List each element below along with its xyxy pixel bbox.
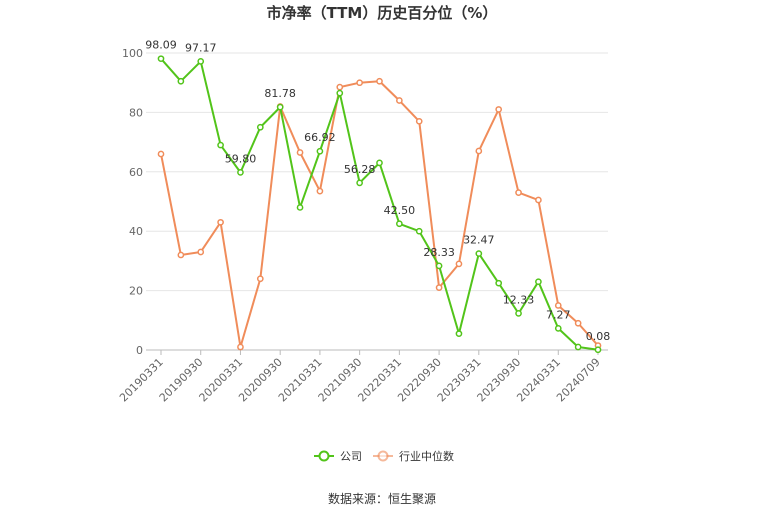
y-tick-label: 20	[129, 285, 143, 298]
legend-swatch-marker	[377, 450, 389, 462]
x-tick-label: 20240709	[554, 356, 603, 405]
y-tick-label: 100	[122, 47, 143, 60]
x-axis: 2019033120190930202003312020093020210331…	[117, 350, 603, 404]
data-point	[177, 77, 185, 85]
data-point	[535, 196, 542, 204]
data-point	[157, 150, 165, 158]
data-label: 7.27	[546, 308, 571, 321]
data-point	[296, 149, 304, 156]
data-point	[296, 204, 304, 211]
data-point	[276, 103, 284, 111]
data-point	[217, 218, 224, 226]
data-point	[336, 89, 344, 97]
data-label: 81.78	[264, 87, 296, 100]
data-point	[455, 330, 463, 338]
legend-label: 行业中位数	[399, 449, 454, 463]
data-point	[495, 106, 503, 113]
y-axis: 0 20 40 60 80 100	[122, 47, 143, 357]
data-point	[515, 310, 522, 317]
data-point	[376, 159, 383, 167]
data-point	[574, 319, 582, 327]
data-label: 56.28	[344, 163, 376, 176]
data-label: 98.09	[145, 39, 177, 52]
data-point	[256, 275, 264, 283]
data-label: 97.17	[185, 41, 217, 54]
data-point	[515, 189, 522, 196]
data-label: 32.47	[463, 234, 495, 247]
data-point	[177, 251, 185, 259]
data-point	[197, 248, 205, 256]
legend-label: 公司	[340, 450, 362, 463]
data-point	[356, 179, 363, 187]
data-point	[535, 278, 542, 286]
data-label: 59.80	[225, 152, 257, 165]
data-point	[594, 346, 602, 354]
data-label: 28.33	[423, 246, 455, 259]
data-point	[237, 343, 244, 351]
y-tick-label: 60	[129, 166, 143, 179]
series-group	[157, 55, 602, 354]
data-label: 66.92	[304, 131, 336, 144]
data-point	[475, 250, 483, 257]
y-tick-label: 80	[129, 106, 143, 119]
data-point	[396, 220, 403, 228]
data-point	[554, 302, 562, 309]
legend-item-0[interactable]: 公司	[314, 450, 362, 463]
data-point	[495, 279, 503, 287]
y-tick-label: 40	[129, 225, 143, 238]
source-note: 数据来源：恒生聚源	[328, 491, 436, 506]
chart-title: 市净率（TTM）历史百分位（%）	[267, 4, 498, 22]
data-point	[455, 260, 463, 268]
y-tick-label: 0	[136, 344, 143, 357]
data-point	[475, 147, 483, 155]
data-point	[554, 325, 562, 332]
data-point	[256, 123, 264, 131]
data-point	[157, 55, 165, 63]
data-labels: 98.09 97.17 59.80 81.78 66.92 56.28 42.50 28.33…	[145, 39, 610, 343]
data-point	[197, 58, 205, 65]
data-label: 12.33	[503, 293, 535, 306]
series-line-1	[160, 80, 599, 349]
legend-item-1[interactable]: 行业中位数	[373, 449, 454, 463]
data-point	[435, 262, 443, 270]
data-point	[316, 187, 324, 195]
data-point	[356, 79, 363, 87]
data-point	[415, 117, 423, 125]
legend-swatch-marker	[318, 450, 330, 462]
data-point	[396, 97, 403, 104]
data-label: 0.08	[586, 330, 611, 343]
data-point	[217, 141, 224, 149]
data-point	[435, 284, 443, 291]
data-point	[336, 83, 344, 91]
data-point	[316, 147, 324, 155]
data-label: 42.50	[384, 204, 416, 217]
data-point	[376, 77, 383, 85]
data-point	[415, 227, 423, 235]
legend[interactable]: 公司 行业中位数	[314, 449, 454, 463]
data-point	[574, 343, 582, 351]
data-point	[237, 169, 244, 176]
